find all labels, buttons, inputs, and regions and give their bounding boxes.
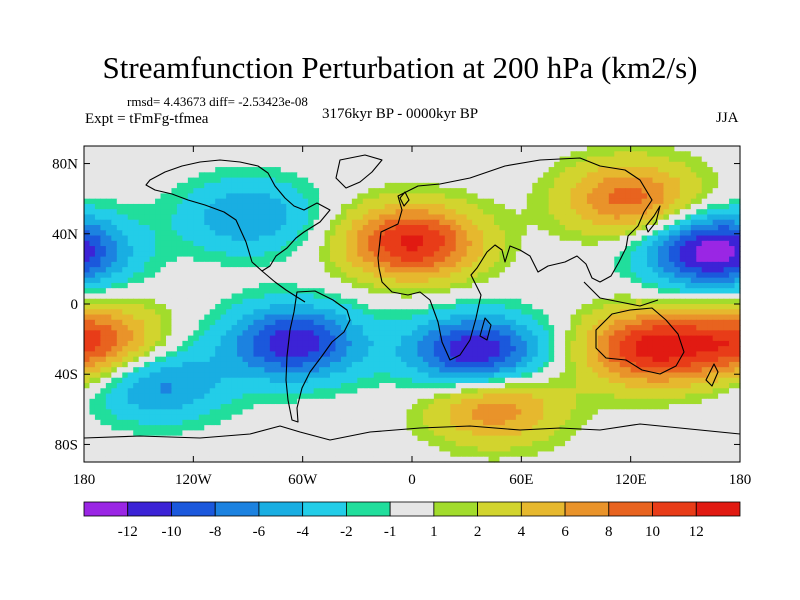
y-tick-label: 80N [52,157,78,173]
coast-new-zealand [705,363,719,387]
colorbar-swatch [83,501,129,517]
axis-ticks: 180 120W 60W 0 60E 120E 180 80N 40N 0 40S 80S [52,146,751,488]
colorbar-label: -6 [253,524,266,540]
coast-greenland [335,154,383,189]
colorbar-swatch [520,501,566,517]
y-tick-label: 80S [55,437,78,453]
coast-central-america [261,270,306,303]
y-tick-label: 40N [52,227,78,243]
season-label: JJA [716,110,739,126]
colorbar-label: -2 [340,524,353,540]
coast-japan [645,205,661,233]
colorbar-swatch [652,501,697,517]
chart-title: Streamfunction Perturbation at 200 hPa (… [102,50,698,85]
x-tick-label: 120W [175,472,213,488]
colorbar-label: -4 [296,524,309,540]
colorbar-label: -10 [161,524,181,540]
colorbar-label: 12 [689,524,704,540]
y-tick-label: 40S [55,367,78,383]
coast-antarctica [83,423,741,441]
colorbar-label: 8 [605,524,613,540]
coast-eurasia-africa [377,157,653,361]
colorbar-swatch [345,501,391,517]
coast-south-america [285,290,351,423]
colorbar-swatch [127,501,172,517]
coast-british-isles [399,191,410,207]
colorbar-label: 10 [645,524,660,540]
colorbar-swatch [433,501,479,517]
colorbar-swatch [695,501,741,517]
x-tick-label: 60E [509,472,533,488]
coast-north-america [145,159,331,272]
contour-field [84,146,741,463]
colorbar-label: 2 [474,524,482,540]
coast-australia [595,307,685,375]
colorbar-swatch [389,501,435,517]
colorbar-swatch [171,501,216,517]
x-tick-label: 180 [729,472,752,488]
y-tick-label: 0 [71,297,79,313]
colorbar-label: -1 [384,524,397,540]
colorbar-label: -12 [118,524,138,540]
colorbar-swatch [477,501,522,517]
colorbar-swatch [258,501,304,517]
stats-label: rmsd= 4.43673 diff= -2.53423e-08 [127,94,308,109]
colorbar-swatch [564,501,610,517]
period-label: 3176kyr BP - 0000kyr BP [322,106,479,122]
colorbar-label: -8 [209,524,222,540]
experiment-label: Expt = tFmFg-tfmea [85,111,209,127]
coast-madagascar [479,317,492,341]
colorbar-label: 1 [430,524,438,540]
x-tick-label: 0 [408,472,416,488]
coast-indonesia [583,281,659,307]
coastlines [83,154,741,441]
colorbar-swatch [302,501,347,517]
colorbar-swatch [214,501,260,517]
colorbar-swatch [608,501,653,517]
colorbar-label: 6 [561,524,569,540]
colorbar: -12 -10 -8 -6 -4 -2 -1 1 2 4 6 8 10 12 [83,501,741,540]
x-tick-label: 180 [73,472,96,488]
x-tick-label: 60W [288,472,318,488]
x-tick-label: 120E [615,472,647,488]
colorbar-label: 4 [518,524,526,540]
